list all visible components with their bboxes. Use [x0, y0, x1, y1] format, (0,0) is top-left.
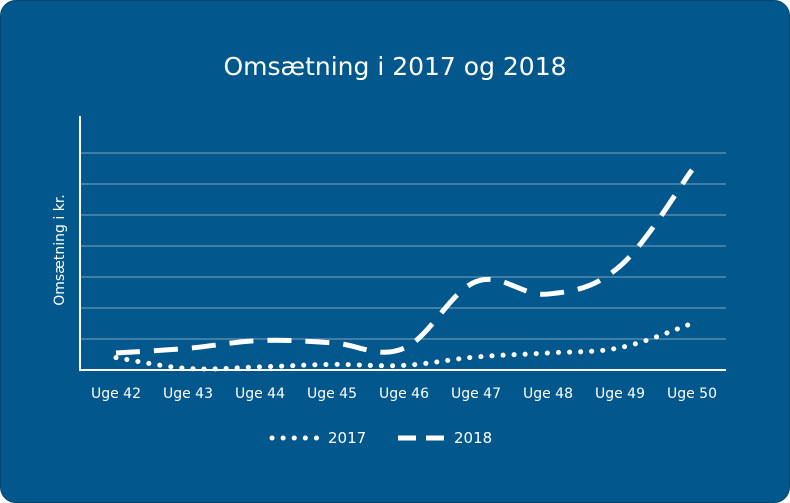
- x-tick-label: Uge 46: [379, 386, 429, 402]
- legend-label-2018: 2018: [454, 429, 492, 447]
- x-tick-labels: Uge 42 Uge 43 Uge 44 Uge 45 Uge 46 Uge 47 Uge …: [91, 386, 717, 402]
- series-line-2017: [113, 321, 695, 372]
- x-tick-label: Uge 44: [235, 386, 285, 402]
- series-lines: [113, 168, 695, 372]
- x-tick-label: Uge 49: [595, 386, 645, 402]
- grid-lines: [80, 152, 726, 340]
- series-line-2018: [115, 168, 695, 356]
- x-tick-label: Uge 43: [163, 386, 213, 402]
- x-tick-label: Uge 42: [91, 386, 141, 402]
- legend: 2017 2018: [269, 429, 492, 447]
- chart-title: Omsætning i 2017 og 2018: [223, 52, 567, 81]
- x-tick-label: Uge 47: [451, 386, 501, 402]
- legend-label-2017: 2017: [328, 429, 366, 447]
- x-tick-label: Uge 48: [523, 386, 573, 402]
- y-axis-label: Omsætning i kr.: [52, 194, 68, 306]
- x-tick-label: Uge 50: [667, 386, 717, 402]
- x-tick-label: Uge 45: [307, 386, 357, 402]
